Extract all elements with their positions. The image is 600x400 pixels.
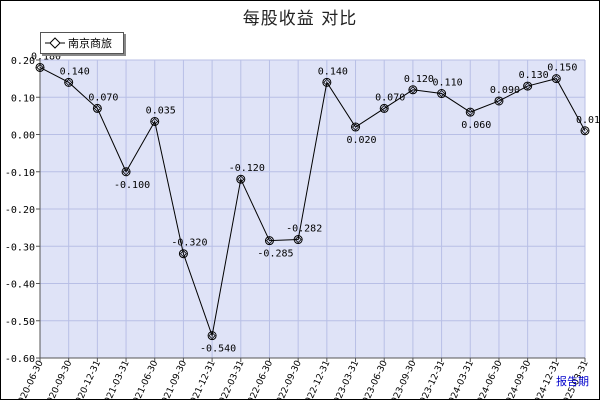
data-label: 0.110 [433, 78, 463, 89]
data-point-diamond [151, 117, 159, 126]
data-label: 0.140 [318, 66, 348, 77]
y-axis-ticks: 0.20 0.10 0.00 -0.10 -0.20 -0.30 -0.40 -0.50 -0.… [5, 56, 40, 365]
x-tick-label: 2024-09-30 [502, 359, 533, 400]
data-label: 0.010 [576, 115, 600, 126]
data-point-marker [379, 103, 389, 113]
y-tick-label: -0.20 [5, 205, 35, 216]
x-tick-label: 2022-09-30 [273, 359, 304, 400]
x-tick-label: 2023-06-30 [359, 359, 390, 400]
data-label: 0.140 [60, 66, 90, 77]
data-point-diamond [179, 250, 187, 258]
data-point-marker [178, 249, 188, 259]
data-point-marker [121, 167, 131, 177]
x-tick-label: 2021-12-31 [187, 359, 218, 400]
x-tick-label: 2020-09-30 [43, 359, 74, 400]
data-point-diamond [122, 168, 130, 176]
y-tick-label: -0.60 [5, 354, 35, 365]
data-point-marker [264, 236, 274, 246]
data-label: -0.540 [200, 344, 236, 355]
data-point-marker [207, 331, 217, 341]
legend-diamond-marker-icon [45, 37, 65, 49]
data-point-marker [408, 85, 418, 95]
data-point-diamond [524, 82, 532, 90]
data-point-marker [494, 96, 504, 106]
data-point-marker [236, 174, 246, 184]
data-point-diamond [581, 127, 589, 135]
data-label: -0.320 [171, 238, 207, 249]
data-label: -0.100 [114, 180, 150, 191]
x-tick-label: 2023-03-31 [330, 359, 361, 400]
data-label: 0.060 [461, 120, 491, 131]
data-point-diamond [495, 97, 503, 105]
data-label: -0.282 [286, 224, 322, 235]
data-point-diamond [552, 75, 560, 83]
x-tick-label: 2023-09-30 [387, 359, 418, 400]
data-point-marker [64, 77, 74, 87]
x-tick-label: 2024-06-30 [473, 359, 504, 400]
data-label: 0.120 [404, 74, 434, 85]
series-group [35, 62, 590, 341]
data-point-marker [437, 89, 447, 99]
data-point-marker [351, 122, 361, 132]
series-line [39, 67, 586, 338]
y-tick-label: 0.20 [11, 56, 35, 67]
data-label: 0.070 [375, 92, 405, 103]
data-label: 0.090 [490, 85, 520, 96]
x-tick-label: 2021-06-30 [129, 359, 160, 400]
data-label: 0.070 [88, 92, 118, 103]
y-tick-label: -0.50 [5, 317, 35, 328]
x-axis-title: 报告期 [556, 375, 589, 388]
data-label: -0.285 [257, 249, 293, 260]
data-point-diamond [438, 89, 446, 98]
data-point-diamond [65, 78, 73, 86]
data-point-marker [551, 74, 561, 84]
data-point-diamond [208, 332, 216, 340]
data-point-diamond [409, 86, 417, 94]
x-tick-label: 2022-06-30 [244, 359, 275, 400]
data-point-marker [523, 81, 533, 91]
data-label: -0.120 [229, 163, 265, 174]
chart-title: 每股收益 对比 [242, 9, 358, 29]
x-tick-label: 2022-03-31 [215, 359, 246, 400]
legend: 南京商旅 [40, 32, 124, 54]
x-tick-label: 2023-12-31 [416, 359, 447, 400]
data-point-diamond [294, 235, 302, 244]
x-tick-label: 2022-12-31 [301, 359, 332, 400]
data-point-marker [580, 126, 590, 136]
y-tick-label: 0.00 [11, 131, 35, 142]
data-point-diamond [237, 175, 245, 183]
y-tick-label: -0.40 [5, 280, 35, 291]
data-point-diamond [323, 78, 331, 86]
x-tick-label: 2021-03-31 [101, 359, 132, 400]
legend-series-label: 南京商旅 [68, 37, 112, 50]
data-point-marker [322, 77, 332, 87]
data-point-diamond [380, 104, 388, 112]
y-tick-label: 0.10 [11, 93, 35, 104]
y-tick-label: -0.10 [5, 168, 35, 179]
data-label: 0.020 [346, 135, 376, 146]
data-label: 0.035 [146, 105, 176, 116]
data-label: 0.150 [547, 63, 577, 74]
data-point-marker [293, 235, 303, 245]
x-tick-label: 2020-12-31 [72, 359, 103, 400]
x-tick-label: 2024-03-31 [445, 359, 476, 400]
data-label: 0.180 [31, 51, 61, 62]
data-point-marker [465, 107, 475, 117]
data-point-diamond [265, 237, 274, 245]
data-point-diamond [466, 108, 474, 116]
x-axis-ticks: 2020-06-302020-09-302020-12-312021-03-31… [15, 358, 591, 400]
data-label: 0.130 [519, 70, 549, 81]
data-point-diamond [93, 104, 101, 112]
data-point-marker [92, 103, 102, 113]
x-tick-label: 2021-09-30 [158, 359, 189, 400]
data-point-diamond [351, 123, 360, 131]
data-point-marker [35, 62, 45, 72]
data-point-diamond [36, 63, 44, 72]
data-labels: 0.180 0.140 0.070 -0.100 0.035 -0.320 -0.540 -0… [31, 51, 600, 354]
y-tick-label: -0.30 [5, 242, 35, 253]
data-point-marker [150, 116, 160, 126]
